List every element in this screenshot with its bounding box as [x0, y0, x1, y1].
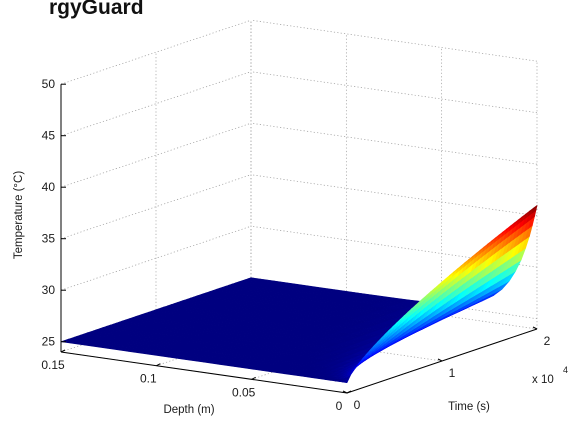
x-tick [60, 349, 66, 353]
z-tick-label: 30 [42, 283, 56, 297]
y-tick [437, 358, 443, 362]
z-tick-label: 35 [42, 232, 56, 246]
z-tick-label: 40 [42, 180, 56, 194]
x-tick-label: 0 [336, 399, 343, 413]
x-tick [251, 376, 256, 380]
surface-layer [60, 204, 538, 384]
z-tick-label: 25 [42, 335, 56, 349]
y-tick-label: 1 [449, 366, 456, 380]
axis-layer: 25 30 35 40 45 50 0.15 0.1 0.05 0 0 1 2 [41, 77, 550, 413]
grid-line [250, 174, 538, 217]
y-tick [342, 390, 348, 394]
grid-line [60, 71, 252, 137]
grid-line [250, 71, 538, 114]
grid-line [250, 19, 538, 62]
y-tick [532, 326, 538, 330]
grid-line [60, 174, 252, 240]
y-axis-label: Time (s) [448, 401, 490, 413]
y-axis-multiplier-exponent: 4 [563, 365, 568, 375]
x-tick [156, 363, 161, 367]
z-tick-label: 50 [42, 77, 56, 91]
x-tick-label: 0.15 [41, 358, 65, 372]
surface-patch [532, 204, 538, 211]
title-fragment: rgyGuard [49, 0, 144, 19]
y-tick-label: 0 [354, 398, 361, 412]
y-tick-label: 2 [544, 334, 551, 348]
x-axis-label: Depth (m) [163, 404, 214, 416]
label-layer: Temperature (°C) Depth (m) Time (s) x 10… [13, 171, 568, 416]
grid-line [250, 287, 538, 330]
y-axis-multiplier: x 10 [532, 374, 554, 386]
x-tick-label: 0.1 [140, 372, 157, 386]
grid-line [60, 19, 252, 85]
grid-line [60, 122, 252, 188]
x-tick [346, 390, 352, 394]
z-axis-label: Temperature (°C) [13, 171, 25, 259]
grid-line [60, 225, 252, 291]
x-tick-label: 0.05 [232, 385, 256, 399]
grid-line [250, 277, 538, 320]
grid-line [155, 319, 443, 362]
grid-line [250, 122, 538, 165]
x-axis-line [60, 351, 348, 394]
z-tick-label: 45 [42, 129, 56, 143]
